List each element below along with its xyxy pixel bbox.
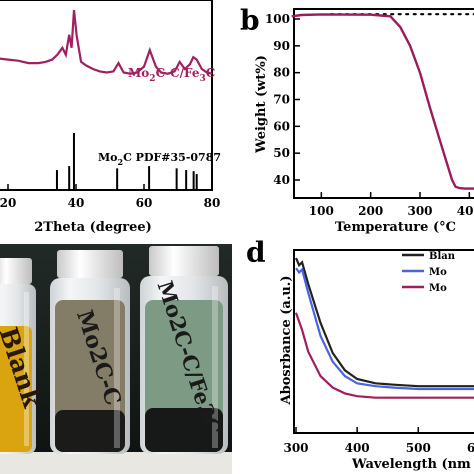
panel-a-axes-frame bbox=[0, 0, 213, 191]
panel-d-legend: Blan Mo Mo bbox=[402, 251, 456, 294]
panel-a-trace-label: Mo2C-C/Fe3C bbox=[128, 66, 215, 84]
panel-c-photo: Blank Mo2C-C Mo2C-C/Fe3C bbox=[0, 244, 232, 474]
vial-mo2c-c-fe3c-cap bbox=[149, 246, 219, 276]
x-tick-label: 500 bbox=[406, 441, 431, 455]
trace-label-sub2: 3 bbox=[200, 74, 206, 84]
ref-label-sub: 2 bbox=[118, 157, 124, 167]
series-line bbox=[294, 257, 474, 388]
series-line bbox=[295, 267, 474, 391]
vial-mo2c-c-fe3c-sediment bbox=[145, 408, 223, 452]
panel-a-x-axis-label: 2Theta (degree) bbox=[34, 220, 152, 235]
photo-table-surface bbox=[0, 452, 232, 474]
panel-d-letter: d bbox=[246, 236, 266, 269]
vial-mo2c-c: Mo2C-C bbox=[50, 250, 130, 454]
y-tick-label: 100 bbox=[265, 12, 290, 26]
series-line bbox=[294, 312, 474, 399]
panel-a-x-ticks: 20 40 60 80 bbox=[0, 184, 220, 210]
panel-b: b 100 90 80 70 60 50 40 100 200 300 400 Weight (w… bbox=[240, 4, 474, 235]
panel-b-y-axis-label: Weight (wt%) bbox=[254, 55, 269, 154]
panel-d-y-axis-label: Abosrbance (a.u.) bbox=[279, 276, 294, 406]
panel-a-reference-label: Mo2C PDF#35-0787 bbox=[98, 151, 221, 167]
panel-a-xrd-trace bbox=[0, 9, 213, 75]
vial-mo2c-c-fe3c: Mo2C-C/Fe3C bbox=[140, 246, 228, 454]
panel-d-x-ticks: 300 400 500 600 bbox=[283, 427, 474, 455]
panel-a-reference-bars bbox=[55, 133, 198, 190]
vial-mo2c-c-glint bbox=[114, 288, 120, 448]
vial-blank-liquid bbox=[0, 326, 32, 452]
panel-b-tga-curve bbox=[291, 13, 474, 190]
x-tick-label: 60 bbox=[136, 196, 153, 210]
trace-label-sub1: 2 bbox=[149, 74, 155, 84]
panel-b-x-axis-label: Temperature (°C bbox=[335, 220, 456, 235]
vial-blank-glint bbox=[24, 292, 29, 446]
x-tick-label: 400 bbox=[457, 204, 474, 218]
legend-label: Mo bbox=[429, 283, 447, 294]
y-tick-label: 90 bbox=[273, 39, 290, 53]
x-tick-label: 300 bbox=[283, 441, 308, 455]
x-tick-label: 200 bbox=[358, 204, 383, 218]
x-tick-label: 600 bbox=[467, 441, 474, 455]
x-tick-label: 20 bbox=[0, 196, 16, 210]
y-tick-label: 50 bbox=[273, 146, 290, 160]
panel-b-letter: b bbox=[240, 4, 260, 37]
x-tick-label: 300 bbox=[407, 204, 432, 218]
trace-label-main: Mo bbox=[128, 66, 149, 80]
panel-d-x-axis-label: Wavelength (nm bbox=[351, 457, 471, 472]
y-tick-label: 70 bbox=[273, 93, 290, 107]
panel-a: 20 40 60 80 Mo2C-C/Fe3C Mo2C PDF#35-0787 2T… bbox=[0, 0, 221, 235]
vial-mo2c-c-sediment bbox=[55, 410, 125, 452]
legend-label: Mo bbox=[429, 267, 447, 278]
panel-b-x-ticks: 100 200 300 400 bbox=[309, 192, 474, 218]
panel-d: d 300 400 500 600 Blan Mo Mo Abosrbance (a.u.… bbox=[246, 236, 474, 472]
vial-mo2c-c-fe3c-glint bbox=[212, 286, 218, 448]
x-tick-label: 100 bbox=[309, 204, 334, 218]
x-tick-label: 80 bbox=[204, 196, 221, 210]
vial-blank-cap bbox=[0, 258, 32, 284]
ref-label-main: Mo bbox=[98, 151, 118, 164]
y-tick-label: 60 bbox=[273, 119, 290, 133]
trace-label-mid: C-C/Fe bbox=[156, 66, 200, 80]
panel-d-axes-frame bbox=[293, 249, 474, 434]
x-tick-label: 400 bbox=[345, 441, 370, 455]
y-tick-label: 80 bbox=[273, 66, 290, 80]
trace-label-end: C bbox=[206, 66, 216, 80]
panel-d-series bbox=[294, 257, 474, 399]
vial-mo2c-c-cap bbox=[57, 250, 123, 278]
panel-b-axes-frame bbox=[293, 8, 474, 199]
panel-b-y-ticks: 100 90 80 70 60 50 40 bbox=[265, 12, 300, 187]
ref-label-end: C PDF#35-0787 bbox=[123, 151, 221, 164]
x-tick-label: 40 bbox=[68, 196, 85, 210]
legend-label: Blan bbox=[429, 251, 456, 262]
y-tick-label: 40 bbox=[273, 173, 290, 187]
